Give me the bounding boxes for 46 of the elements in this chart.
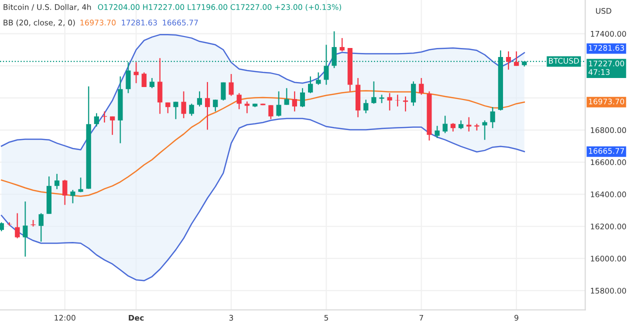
candlestick — [395, 94, 400, 108]
candlestick — [292, 90, 298, 112]
candlestick — [94, 112, 100, 128]
candlestick — [236, 92, 242, 110]
candlestick — [418, 77, 424, 96]
candlestick — [363, 99, 368, 114]
candlestick — [490, 106, 496, 129]
candlestick — [514, 50, 519, 66]
candlestick — [14, 212, 20, 239]
candlestick — [474, 123, 480, 132]
candlestick — [62, 179, 68, 206]
candlestick — [134, 62, 139, 84]
candlestick — [482, 120, 488, 140]
candlestick — [189, 103, 194, 116]
candlestick — [244, 100, 250, 114]
candlestick — [340, 37, 345, 52]
candlestick — [54, 173, 60, 190]
candlestick — [410, 80, 416, 106]
candlestick — [300, 88, 305, 108]
candlestick — [22, 200, 28, 258]
candlestick — [284, 88, 290, 106]
candlestick — [212, 99, 218, 112]
line-series — [0, 118, 525, 282]
candlestick — [276, 90, 282, 117]
candlestick — [205, 81, 210, 130]
candlestick — [442, 115, 448, 134]
candlestick — [38, 212, 44, 242]
candlestick — [197, 90, 202, 108]
candlestick — [78, 177, 84, 193]
candlestick — [70, 189, 76, 204]
candlestick — [403, 96, 408, 112]
candlestick — [371, 80, 376, 104]
candlestick — [150, 77, 154, 89]
candlestick — [268, 104, 274, 120]
candlestick — [181, 90, 186, 119]
candlestick — [126, 62, 131, 94]
candlestick — [316, 72, 321, 86]
candlestick — [110, 116, 115, 136]
candlestick — [506, 50, 511, 70]
line-series — [0, 34, 525, 150]
candlestick — [387, 92, 392, 112]
candlestick — [142, 72, 147, 88]
candlestick — [157, 58, 162, 114]
candlestick — [308, 76, 313, 94]
candlestick — [220, 82, 226, 102]
candlestick — [434, 125, 440, 139]
